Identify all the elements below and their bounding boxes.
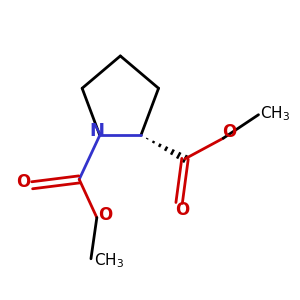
Text: O: O [98,206,113,224]
Text: O: O [222,123,236,141]
Text: O: O [16,173,31,191]
Text: N: N [89,122,104,140]
Text: O: O [175,201,189,219]
Text: CH$_3$: CH$_3$ [260,104,290,123]
Text: CH$_3$: CH$_3$ [94,251,124,270]
